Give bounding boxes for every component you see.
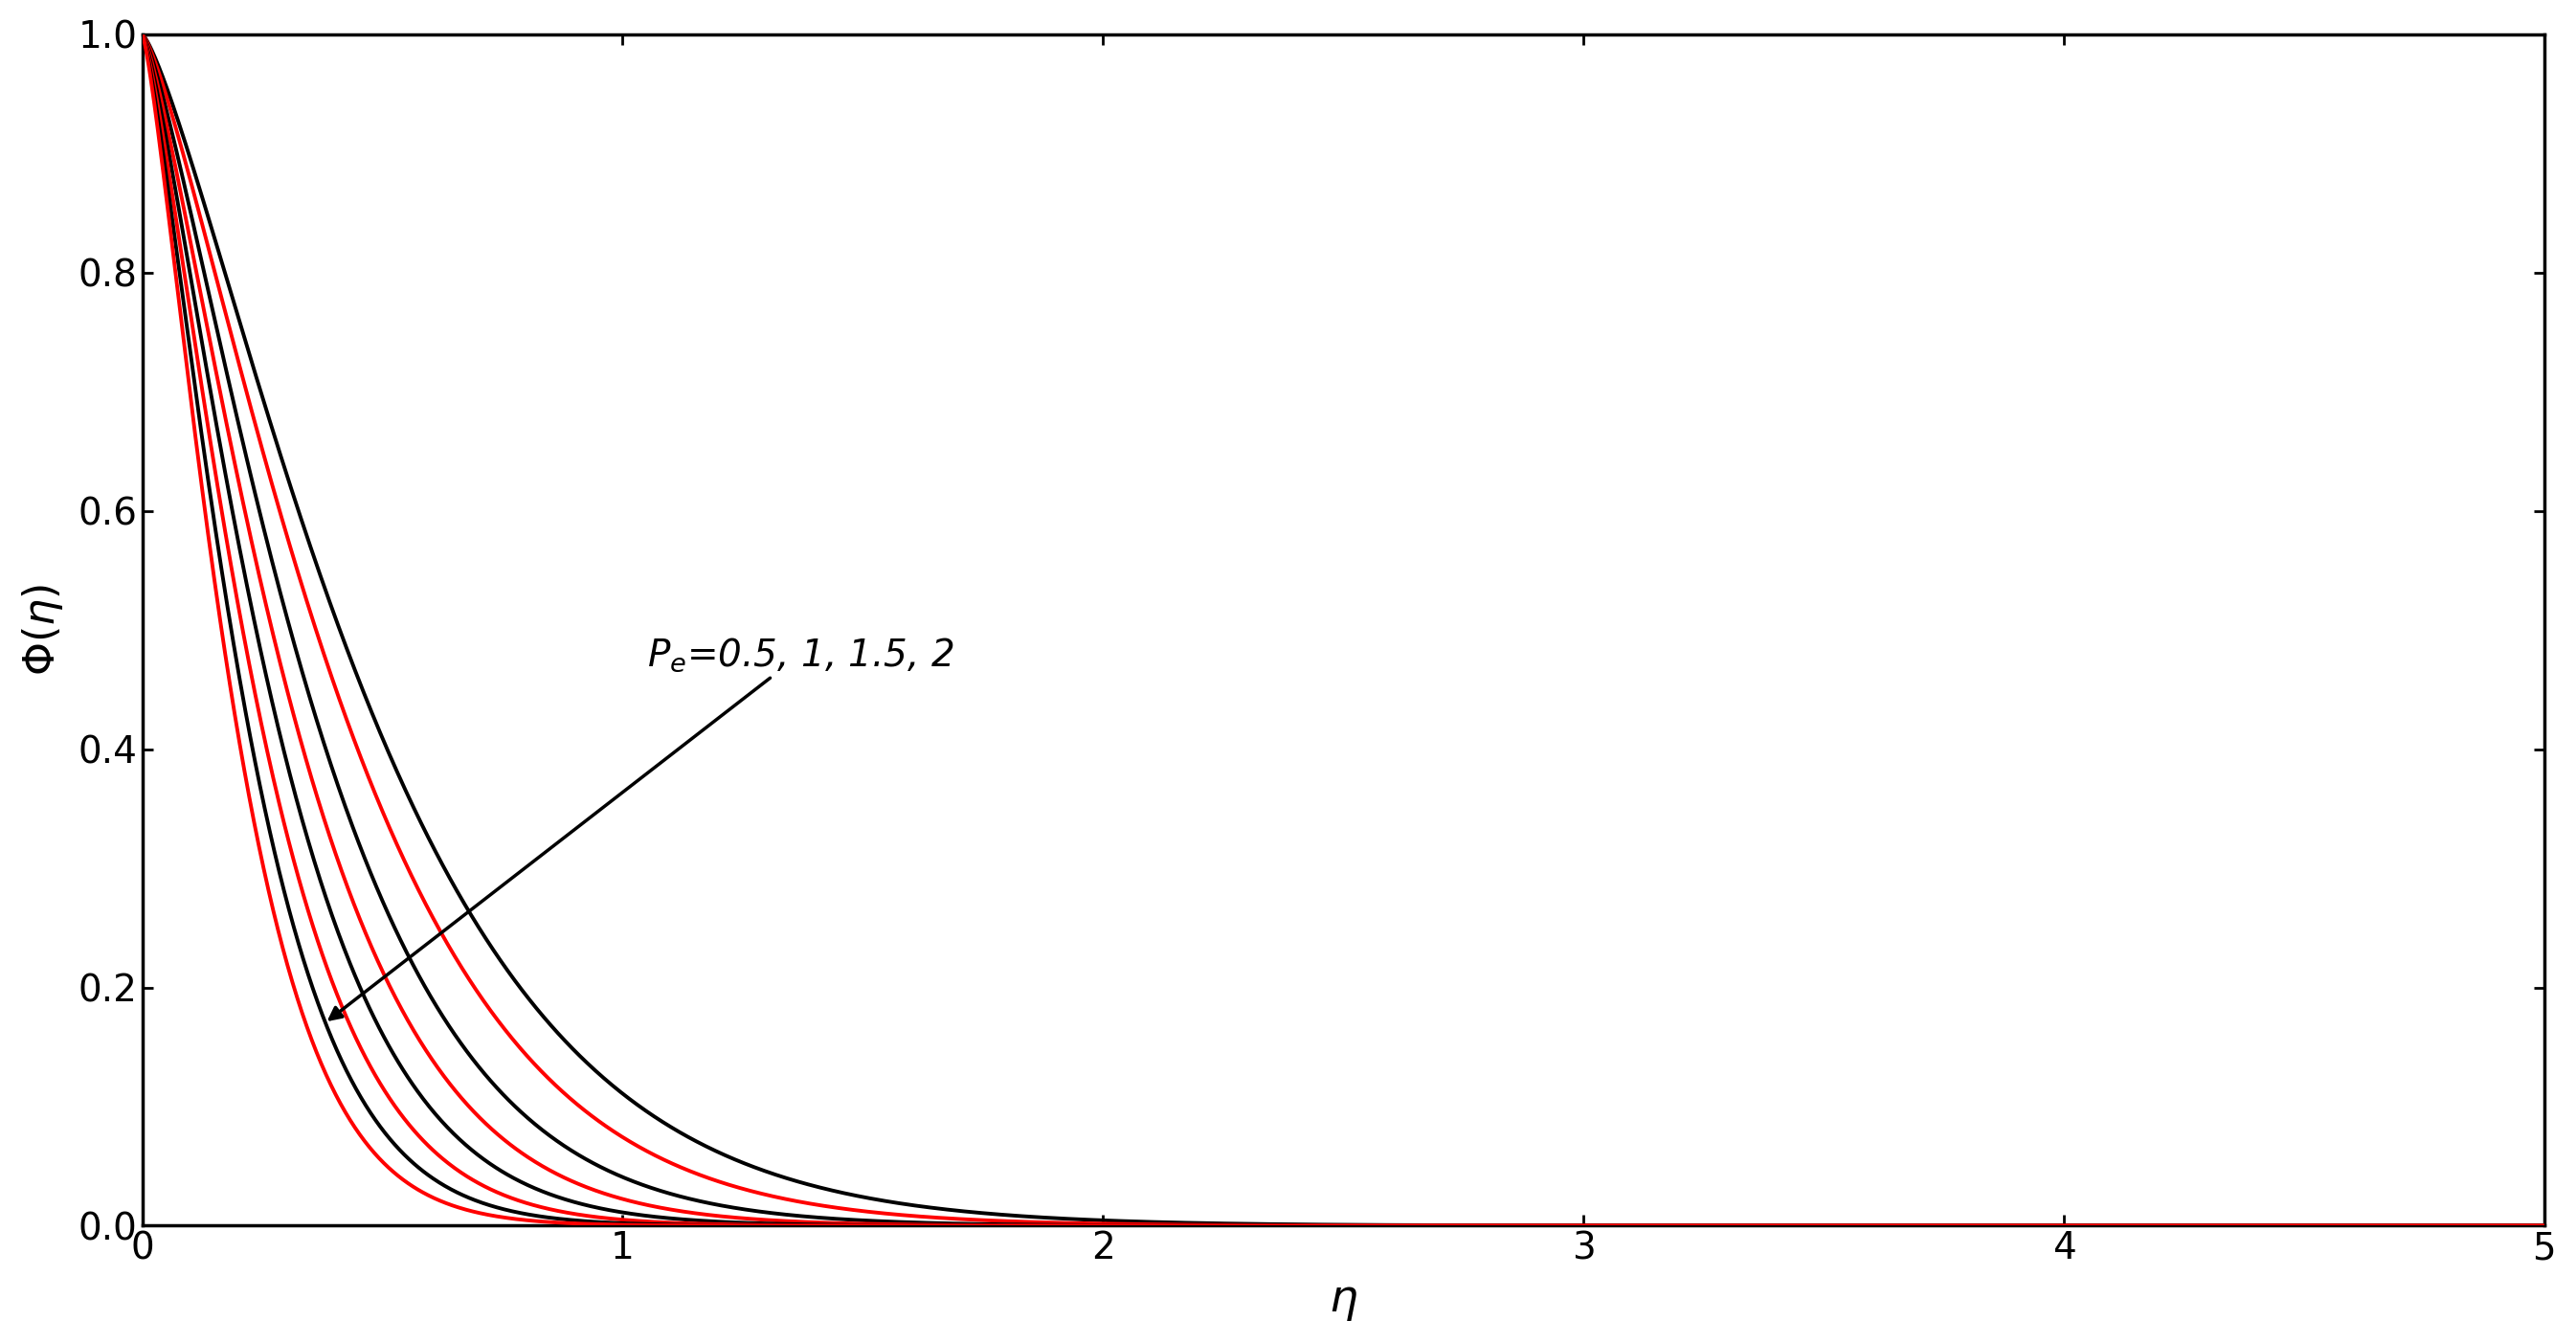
Y-axis label: $\Phi(\eta)$: $\Phi(\eta)$ (21, 584, 64, 676)
Text: $P_e$=0.5, 1, 1.5, 2: $P_e$=0.5, 1, 1.5, 2 (330, 635, 953, 1019)
X-axis label: $\eta$: $\eta$ (1329, 1280, 1358, 1323)
